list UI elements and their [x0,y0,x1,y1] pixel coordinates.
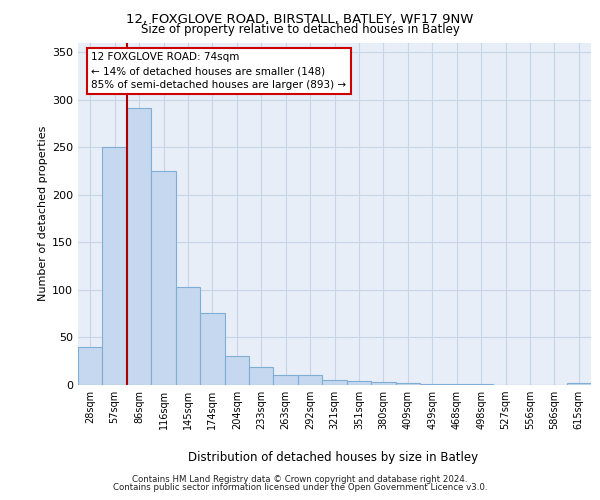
Bar [445,384,469,385]
Text: 12, FOXGLOVE ROAD, BIRSTALL, BATLEY, WF17 9NW: 12, FOXGLOVE ROAD, BIRSTALL, BATLEY, WF1… [127,12,473,26]
Bar [395,383,420,385]
Text: Distribution of detached houses by size in Batley: Distribution of detached houses by size … [188,451,478,464]
Text: Contains public sector information licensed under the Open Government Licence v3: Contains public sector information licen… [113,483,487,492]
Bar [127,108,151,385]
Bar [103,147,127,385]
Bar [176,287,200,385]
Bar [249,367,274,385]
Y-axis label: Number of detached properties: Number of detached properties [38,126,48,302]
Bar [274,374,298,385]
Bar [469,384,493,385]
Bar [224,356,249,385]
Text: Size of property relative to detached houses in Batley: Size of property relative to detached ho… [140,22,460,36]
Bar [347,381,371,385]
Bar [420,384,445,385]
Bar [200,312,224,385]
Text: 12 FOXGLOVE ROAD: 74sqm
← 14% of detached houses are smaller (148)
85% of semi-d: 12 FOXGLOVE ROAD: 74sqm ← 14% of detache… [91,52,347,90]
Bar [151,171,176,385]
Bar [371,382,395,385]
Bar [566,383,591,385]
Text: Contains HM Land Registry data © Crown copyright and database right 2024.: Contains HM Land Registry data © Crown c… [132,475,468,484]
Bar [78,347,103,385]
Bar [322,380,347,385]
Bar [298,374,322,385]
